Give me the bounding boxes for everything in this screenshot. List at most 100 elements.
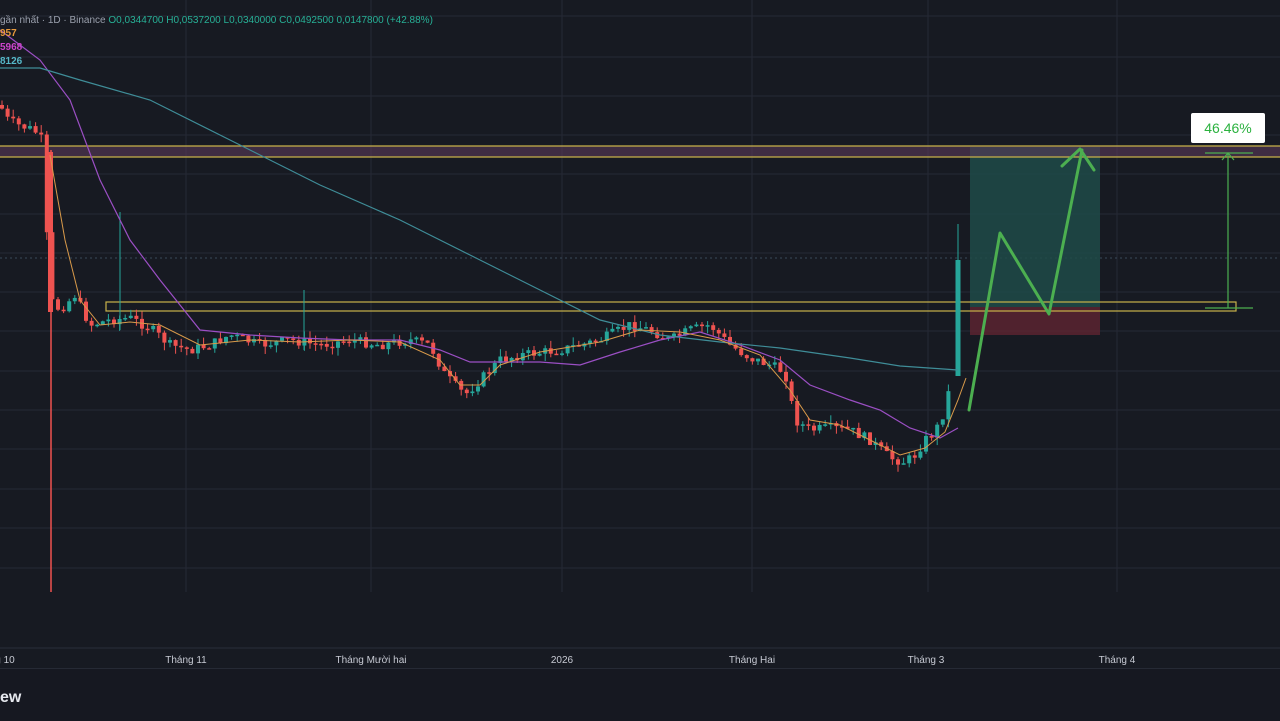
candle-body bbox=[364, 337, 368, 348]
close-value: C0,0492500 bbox=[279, 15, 334, 26]
candle-body bbox=[39, 132, 44, 135]
candle-body bbox=[252, 339, 256, 343]
candle-body bbox=[89, 320, 94, 326]
candle-body bbox=[856, 427, 861, 439]
candle-body bbox=[257, 339, 262, 341]
candle-body bbox=[862, 432, 867, 439]
legend: gần nhất · 1D · Binance O0,0344700 H0,05… bbox=[0, 13, 433, 28]
candle-body bbox=[425, 340, 430, 343]
high-value: H0,0537200 bbox=[166, 15, 221, 26]
ma-fast-line bbox=[49, 154, 967, 456]
candle-body bbox=[812, 425, 816, 431]
candle-body bbox=[123, 317, 128, 320]
candle-body bbox=[705, 325, 710, 327]
candle-body bbox=[22, 124, 27, 129]
candle-body bbox=[789, 381, 794, 401]
candle-body bbox=[140, 318, 144, 329]
candle-body bbox=[655, 332, 660, 339]
ma-mid-line bbox=[0, 29, 959, 439]
candle-body bbox=[907, 455, 912, 464]
candle-body bbox=[224, 336, 228, 344]
candle-body bbox=[100, 321, 105, 325]
stop-zone bbox=[970, 307, 1100, 335]
candle-body bbox=[11, 116, 16, 119]
candle-body bbox=[5, 108, 10, 117]
candle-body bbox=[375, 344, 380, 347]
candle-body bbox=[868, 432, 872, 445]
candle-body bbox=[694, 324, 699, 327]
breakout-candle bbox=[955, 260, 961, 376]
capitulation-candle bbox=[48, 152, 53, 312]
candle-body bbox=[548, 348, 553, 354]
candle-body bbox=[677, 333, 682, 336]
brand-logo-text: ew bbox=[0, 689, 22, 706]
candle-body bbox=[347, 341, 352, 344]
candle-body bbox=[173, 340, 178, 346]
ma-mid-label: 5968 bbox=[0, 42, 23, 53]
price-chart[interactable]: g 10 Tháng 11 Tháng Mười hai 2026 Tháng Hai T… bbox=[0, 0, 1280, 668]
candle-body bbox=[240, 334, 245, 337]
candle-body bbox=[184, 347, 189, 349]
candle-body bbox=[420, 337, 424, 341]
candle-body bbox=[509, 357, 514, 362]
candle-body bbox=[817, 424, 822, 431]
candle-body bbox=[840, 426, 844, 428]
candle-body bbox=[207, 348, 212, 350]
candle-body bbox=[263, 339, 268, 347]
candle-body bbox=[168, 340, 172, 343]
candle-body bbox=[464, 389, 469, 394]
candle-body bbox=[823, 424, 828, 426]
x-tick-label: Tháng 3 bbox=[908, 655, 945, 666]
symbol-info: gần nhất · 1D · Binance bbox=[0, 15, 106, 26]
candle-body bbox=[851, 427, 856, 430]
candle-body bbox=[504, 356, 508, 362]
footer-bar: ew bbox=[0, 668, 1280, 721]
candle-body bbox=[341, 341, 346, 343]
candle-body bbox=[632, 322, 637, 332]
support-zone bbox=[105, 301, 1237, 312]
x-tick-label: 2026 bbox=[551, 655, 574, 666]
candle-body bbox=[112, 319, 116, 325]
candle-body bbox=[95, 324, 100, 327]
candle-body bbox=[537, 353, 542, 356]
symbol-ohlc-line: gần nhất · 1D · Binance O0,0344700 H0,05… bbox=[0, 13, 433, 28]
candle-body bbox=[498, 356, 503, 363]
candle-body bbox=[246, 335, 251, 343]
candle-body bbox=[565, 345, 570, 354]
candle-body bbox=[722, 333, 727, 337]
candle-body bbox=[84, 301, 88, 321]
candle-body bbox=[728, 336, 732, 345]
candle-body bbox=[128, 315, 133, 318]
candle-body bbox=[616, 326, 620, 329]
candle-body bbox=[683, 328, 688, 336]
candle-body bbox=[929, 435, 934, 438]
change-value: 0,0147800 (+42.88%) bbox=[336, 15, 433, 26]
candle-body bbox=[901, 463, 906, 465]
candle-body bbox=[16, 118, 21, 125]
candle-body bbox=[778, 362, 783, 372]
candle-body bbox=[296, 339, 301, 346]
candle-body bbox=[571, 345, 576, 347]
candle-body bbox=[196, 344, 200, 354]
candle-body bbox=[324, 343, 329, 347]
candle-body bbox=[28, 126, 32, 129]
x-tick-label: Tháng Hai bbox=[729, 655, 775, 666]
candle-body bbox=[61, 309, 66, 312]
candle-body bbox=[179, 345, 184, 348]
ma-fast-label: 957 bbox=[0, 28, 17, 39]
x-tick-label: Tháng Mười hai bbox=[335, 655, 406, 666]
candle-body bbox=[156, 325, 161, 333]
candle-body bbox=[201, 344, 206, 349]
candle-body bbox=[369, 345, 374, 348]
candle-body bbox=[492, 362, 497, 374]
candle-body bbox=[280, 337, 284, 341]
candle-body bbox=[649, 327, 654, 333]
candle-body bbox=[733, 344, 738, 349]
ma-slow-line bbox=[0, 67, 959, 371]
candle-body bbox=[397, 339, 402, 346]
candle-body bbox=[72, 297, 77, 302]
candle-body bbox=[44, 134, 49, 233]
candle-body bbox=[711, 325, 716, 330]
open-value: O0,0344700 bbox=[108, 15, 164, 26]
